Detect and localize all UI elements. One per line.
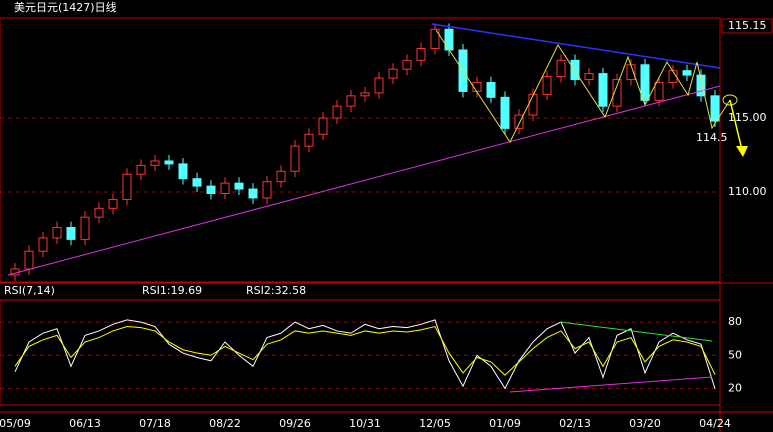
price-panel [0,17,721,283]
x-tick-label: 07/18 [139,417,171,430]
candle-body [542,76,552,95]
candle-body [710,95,720,122]
x-tick-label: 12/05 [419,417,451,430]
trend-line [7,85,721,276]
x-tick-label: 06/13 [69,417,101,430]
candle-body [388,68,398,79]
candle-body [192,178,202,187]
candle-body [654,82,664,101]
candle-body [486,82,496,98]
candle-body [612,79,622,107]
candle-body [136,164,146,175]
candle-body [52,227,62,239]
candle-body [304,133,314,147]
candle-body [290,145,300,172]
candle-body [122,173,132,200]
x-tick-label: 02/13 [559,417,591,430]
rsi-line [14,325,716,376]
chart-title: 美元日元(1427)日线 [14,0,117,14]
y-tick-label: 20 [728,381,742,394]
y-tick-label: 50 [728,348,742,361]
candle-body [318,117,328,135]
legend-entry: RSI1:19.69 [142,284,202,297]
y-tick-label: 80 [728,315,742,328]
candle-body [514,114,524,129]
candle-body [500,96,510,129]
candle-body [262,181,272,199]
candle-body [248,188,258,199]
x-tick-label: 08/22 [209,417,241,430]
x-tick-label: 10/31 [349,417,381,430]
candle-body [696,74,706,97]
arrow [729,99,743,151]
candle-body [584,73,594,81]
wave-line [435,29,731,144]
candle-body [682,70,692,76]
rsi-panel [0,299,721,406]
candle-body [206,185,216,195]
candle-body [150,160,160,166]
candle-body [66,227,76,240]
candle-body [346,95,356,107]
candle-body [374,77,384,94]
candle-body [640,64,650,101]
marker-circle [722,94,738,106]
candle-body [444,28,454,51]
candle-body [430,28,440,49]
candle-body [528,93,538,116]
candle-body [234,182,244,190]
legend-entry: RSI2:32.58 [246,284,306,297]
x-tick-label: 04/24 [699,417,731,430]
x-tick-label: 09/26 [279,417,311,430]
x-tick-label: 01/09 [489,417,521,430]
y-tick-label: 115.00 [728,111,767,124]
candle-body [24,250,34,270]
x-tick-label: 05/09 [0,417,31,430]
x-tick-label: 03/20 [629,417,661,430]
candle-body [276,170,286,183]
rsi-line [14,319,716,390]
arrow-head [736,146,748,157]
candle-body [80,216,90,240]
candle-body [94,207,104,218]
candle-body [178,163,188,180]
rsi-trend-line [559,321,713,342]
plot: 110.00 115.00 05/09 06/13 07/18 08/22 09/26 10/… [0,23,767,430]
candle-body [360,92,370,97]
rsi-title: RSI(7,14) [4,284,55,297]
candle-body [598,73,608,107]
candle-body [164,160,174,165]
candle-body [416,47,426,61]
trend-line [431,23,721,69]
candle-body [402,59,412,70]
candle-body [570,59,580,81]
last-price-label: 115.15 [728,19,767,32]
y-tick-label: 110.00 [728,185,767,198]
rsi-trend-line [509,376,713,393]
candle-body [220,182,230,195]
annotation: 114.5 [696,131,728,144]
candle-body [332,105,342,119]
candle-body [108,198,118,209]
candle-body [556,59,566,78]
candle-body [38,237,48,252]
last-price-box [721,18,773,34]
